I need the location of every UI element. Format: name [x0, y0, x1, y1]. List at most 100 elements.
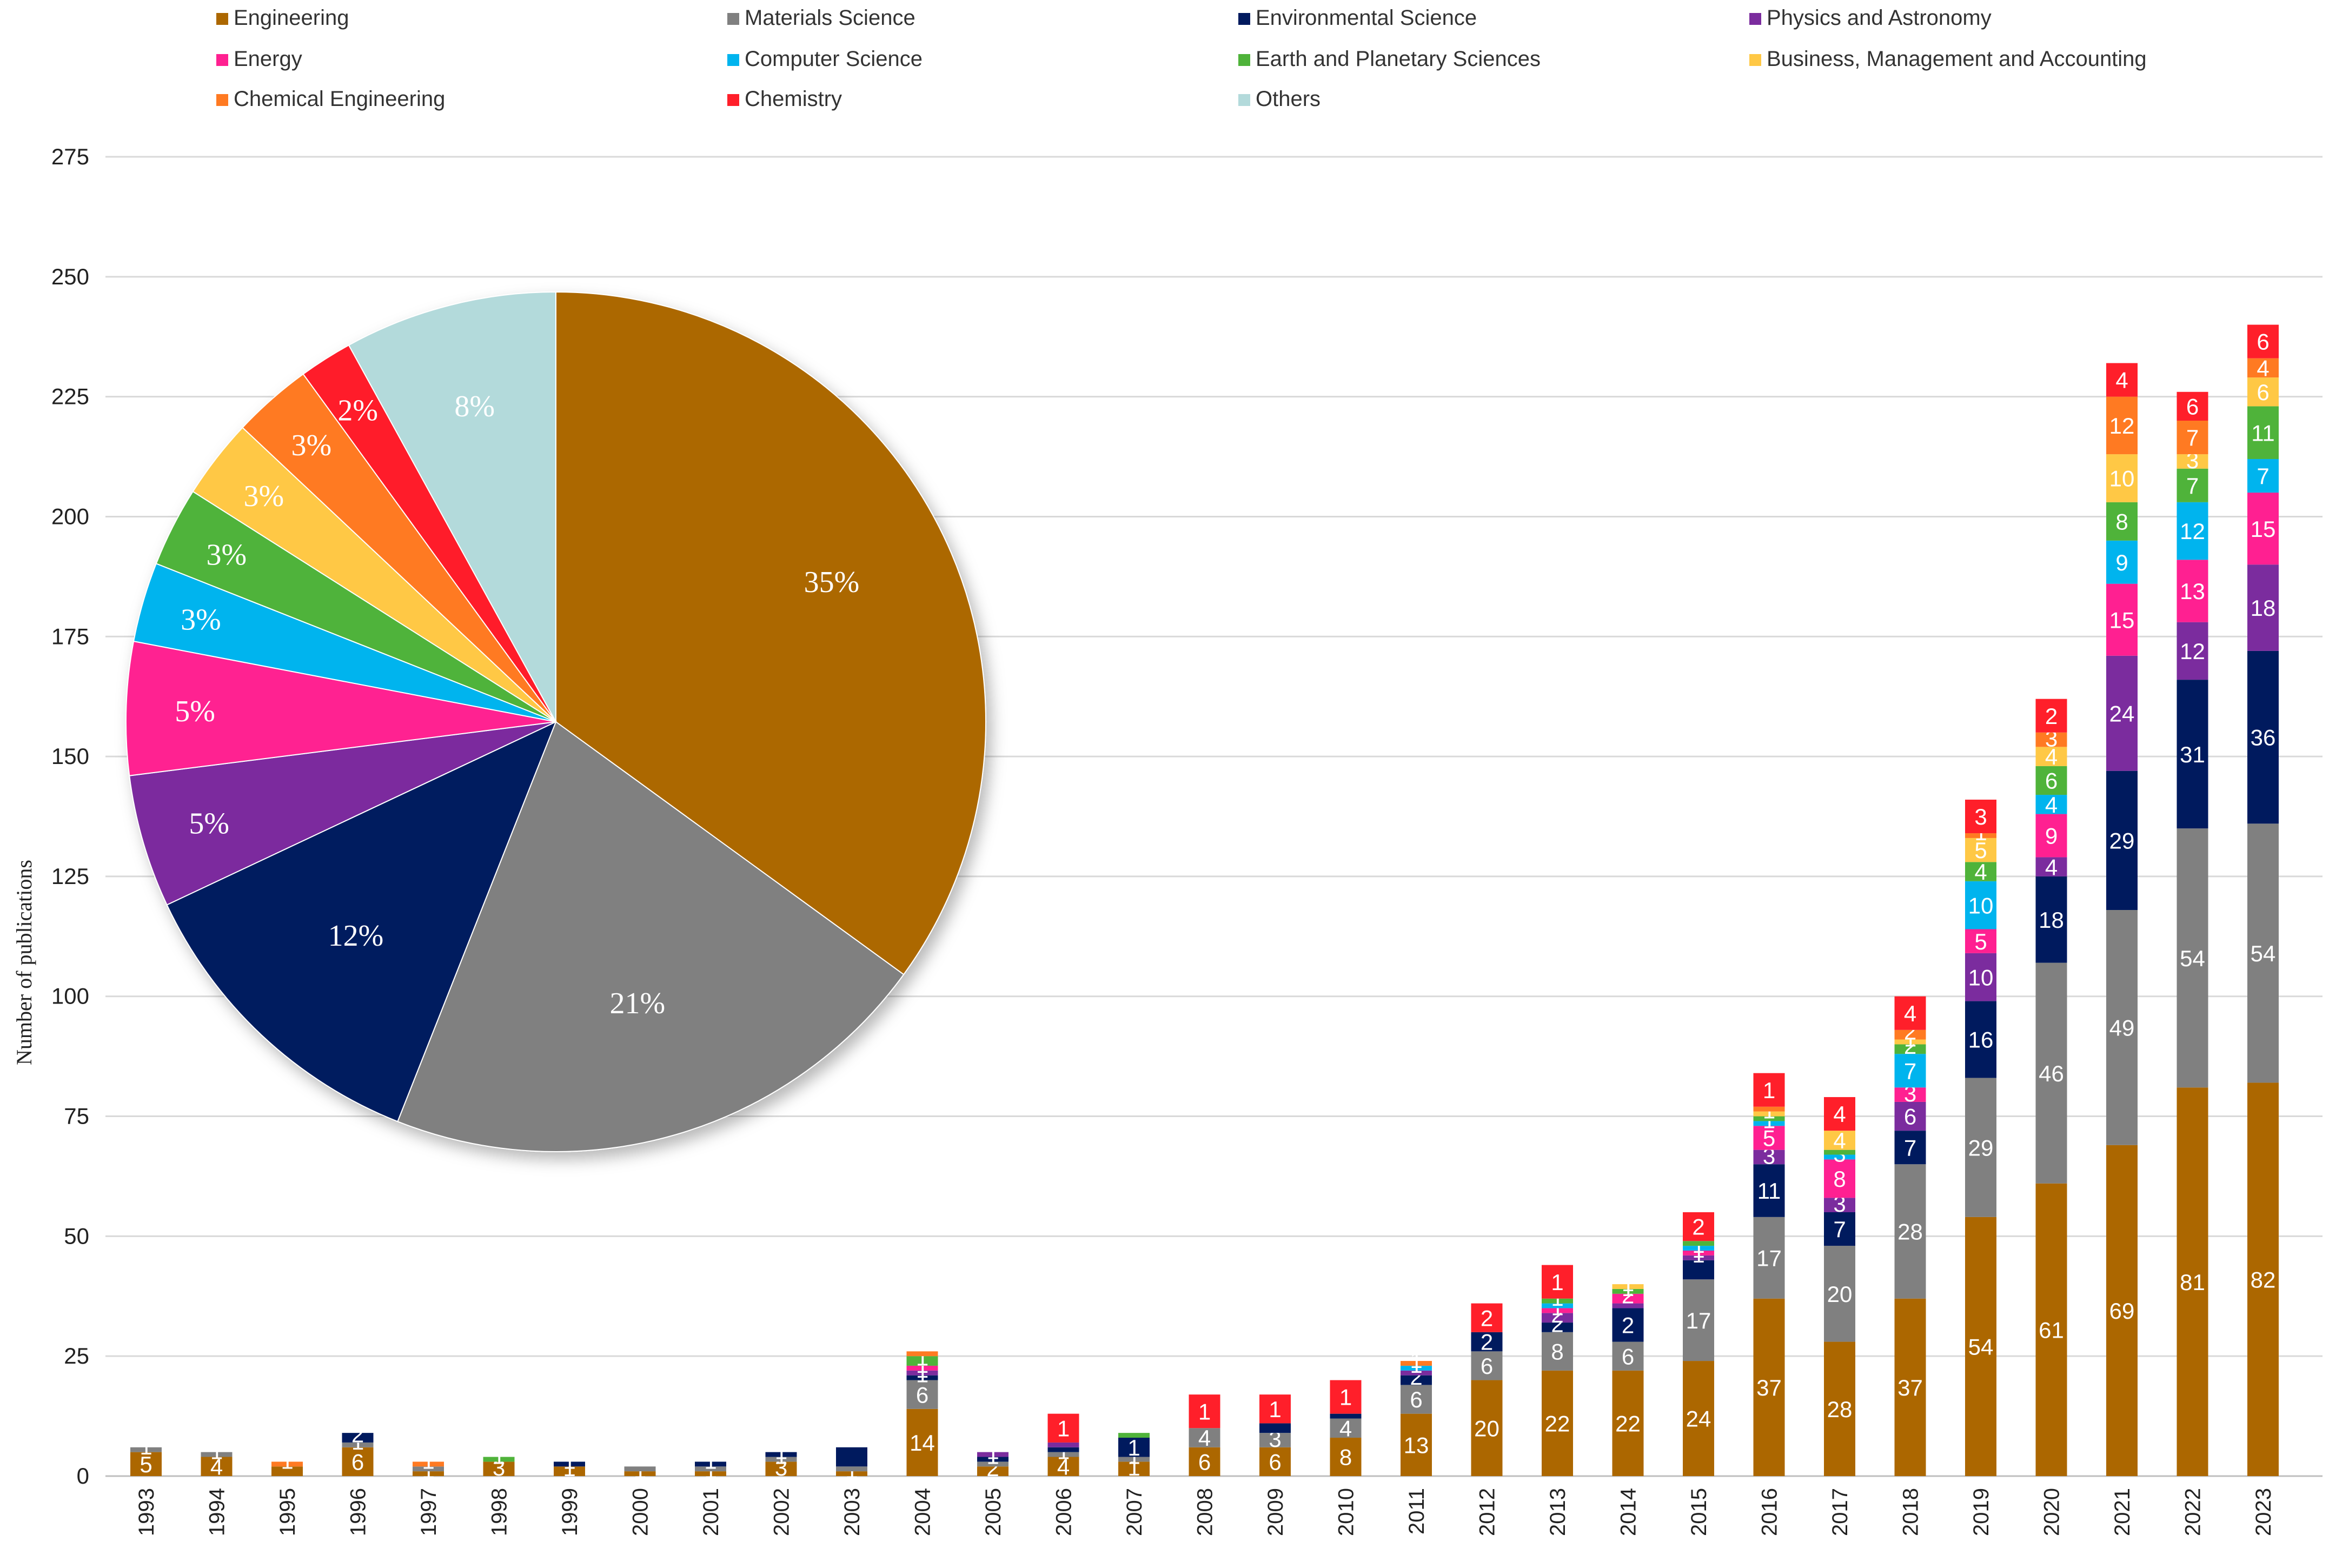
x-tick-label: 2010: [1335, 1488, 1358, 1536]
data-label: 12: [2180, 639, 2205, 664]
bar-segment-materials-science: [906, 1380, 938, 1409]
legend-label: Environmental Science: [1256, 6, 1477, 30]
data-label: 6: [1198, 1450, 1211, 1475]
bar-segment-environmental-science: [342, 1433, 374, 1443]
data-label: 4: [1833, 1101, 1846, 1127]
bar-segment-energy: [906, 1365, 938, 1371]
legend-label: Physics and Astronomy: [1767, 6, 1992, 30]
data-label: 1: [563, 1448, 575, 1473]
legend-item-materials-science: Materials Science: [727, 6, 915, 30]
bar-segment-chemistry: [1189, 1394, 1220, 1429]
bar-segment-computer-science: [2247, 459, 2279, 493]
bar-segment-engineering: [554, 1466, 585, 1476]
bar-stack-2023: 82 54 36 18 15 7 11 646: [2247, 324, 2279, 1476]
data-label: 37: [1756, 1375, 1782, 1400]
legend-item-energy: Energy: [216, 47, 302, 71]
pie-slice-materials-science: [397, 721, 905, 1152]
bar-segment-environmental-science: [1401, 1375, 1432, 1385]
data-label: 22: [1545, 1411, 1570, 1437]
pie-slice-label: 3%: [181, 603, 221, 636]
legend-item-environmental-science: Environmental Science: [1238, 6, 1477, 30]
x-tick-label: 2007: [1123, 1488, 1146, 1536]
data-label: 2: [1692, 1214, 1704, 1240]
data-label: 22: [1615, 1411, 1641, 1437]
data-label: 1: [1127, 1435, 1140, 1460]
data-label: 29: [1968, 1135, 1994, 1160]
bar-segment-business-management-and-accounting: [2035, 747, 2067, 766]
bar-segment-energy: [1824, 1159, 1855, 1198]
bar-segment-materials-science: [1047, 1452, 1079, 1457]
data-label: 1: [916, 1345, 928, 1371]
legend-label: Engineering: [234, 6, 349, 30]
data-label: 8: [1339, 1445, 1352, 1470]
data-label: 1: [1410, 1347, 1422, 1373]
bar-segment-chemistry: [1471, 1303, 1503, 1332]
data-label: 61: [2039, 1318, 2064, 1343]
stacked-bars: 5141161211311111131111461111211411111641…: [130, 324, 2279, 1483]
data-label: 3: [1974, 804, 1987, 829]
bar-segment-engineering: [906, 1408, 938, 1476]
data-label: 4: [1974, 859, 1987, 885]
bar-segment-earth-and-planetary-sciences: [2247, 406, 2279, 459]
legend-swatch: [727, 13, 739, 25]
data-label: 6: [2257, 329, 2269, 355]
data-label: 2: [351, 1422, 364, 1447]
bar-segment-engineering: [624, 1471, 656, 1476]
data-label: 4: [2045, 854, 2058, 880]
data-label: 1: [281, 1448, 293, 1473]
bar-segment-environmental-science: [1683, 1260, 1714, 1280]
x-tick-label: 1999: [558, 1488, 582, 1536]
bar-segment-engineering: [1612, 1370, 1644, 1476]
legend: Engineering Materials Science Environmenta…: [216, 6, 2147, 111]
bar-segment-materials-science: [1824, 1246, 1855, 1342]
bar-segment-engineering: [1189, 1447, 1220, 1476]
bar-segment-materials-science: [1612, 1341, 1644, 1371]
bar-segment-business-management-and-accounting: [2247, 377, 2279, 407]
x-tick-label: 2014: [1617, 1488, 1641, 1536]
bar-segment-energy: [1965, 929, 1996, 953]
bar-segment-earth-and-planetary-sciences: [483, 1457, 515, 1462]
bar-segment-physics-and-astronomy: [977, 1452, 1008, 1457]
x-tick-label: 2006: [1052, 1488, 1076, 1536]
pie-slice-label: 12%: [328, 919, 384, 953]
legend-label: Energy: [234, 47, 302, 71]
bar-segment-engineering: [2247, 1082, 2279, 1476]
bar-segment-physics-and-astronomy: [1612, 1303, 1644, 1308]
bar-stack-1994: 41: [201, 1439, 233, 1479]
y-tick-label: 50: [64, 1223, 89, 1248]
x-tick-label: 2002: [770, 1488, 794, 1536]
data-label: 54: [2251, 941, 2276, 966]
bar-segment-engineering: [2177, 1087, 2208, 1476]
bar-stack-2013: 22822111: [1542, 1265, 1573, 1476]
bar-segment-earth-and-planetary-sciences: [1824, 1150, 1855, 1155]
bar-segment-environmental-science: [1330, 1413, 1362, 1419]
bar-segment-chemical-engineering: [271, 1461, 303, 1467]
y-tick-label: 150: [51, 743, 89, 769]
bar-stack-2000: 1: [624, 1458, 656, 1483]
bar-segment-chemistry: [1894, 996, 1926, 1030]
x-tick-label: 2019: [1969, 1488, 1993, 1536]
bar-segment-physics-and-astronomy: [2177, 622, 2208, 680]
bar-stack-1996: 612: [342, 1422, 374, 1476]
bar-segment-environmental-science: [1612, 1308, 1644, 1342]
bar-segment-chemistry: [2035, 699, 2067, 733]
bar-segment-chemistry: [1259, 1394, 1291, 1424]
data-label: 12: [2180, 519, 2205, 544]
bar-segment-chemical-engineering: [1894, 1029, 1926, 1040]
bar-stack-2009: 631: [1259, 1394, 1291, 1476]
legend-item-earth-and-planetary-sciences: Earth and Planetary Sciences: [1238, 47, 1541, 71]
data-label: 28: [1897, 1219, 1923, 1245]
bar-stack-2016: 37171135111: [1753, 1073, 1785, 1476]
data-label: 2: [1622, 1313, 1634, 1338]
bar-segment-earth-and-planetary-sciences: [1118, 1433, 1150, 1438]
data-label: 4: [210, 1454, 223, 1479]
bar-segment-earth-and-planetary-sciences: [2035, 766, 2067, 795]
data-label: 7: [2186, 473, 2199, 499]
y-axis-title: Number of publications: [12, 860, 36, 1065]
x-tick-label: 2022: [2181, 1488, 2205, 1536]
legend-item-computer-science: Computer Science: [727, 47, 923, 71]
x-tick-label: 2012: [1476, 1488, 1499, 1536]
legend-label: Earth and Planetary Sciences: [1256, 47, 1541, 71]
data-label: 7: [1904, 1058, 1916, 1084]
